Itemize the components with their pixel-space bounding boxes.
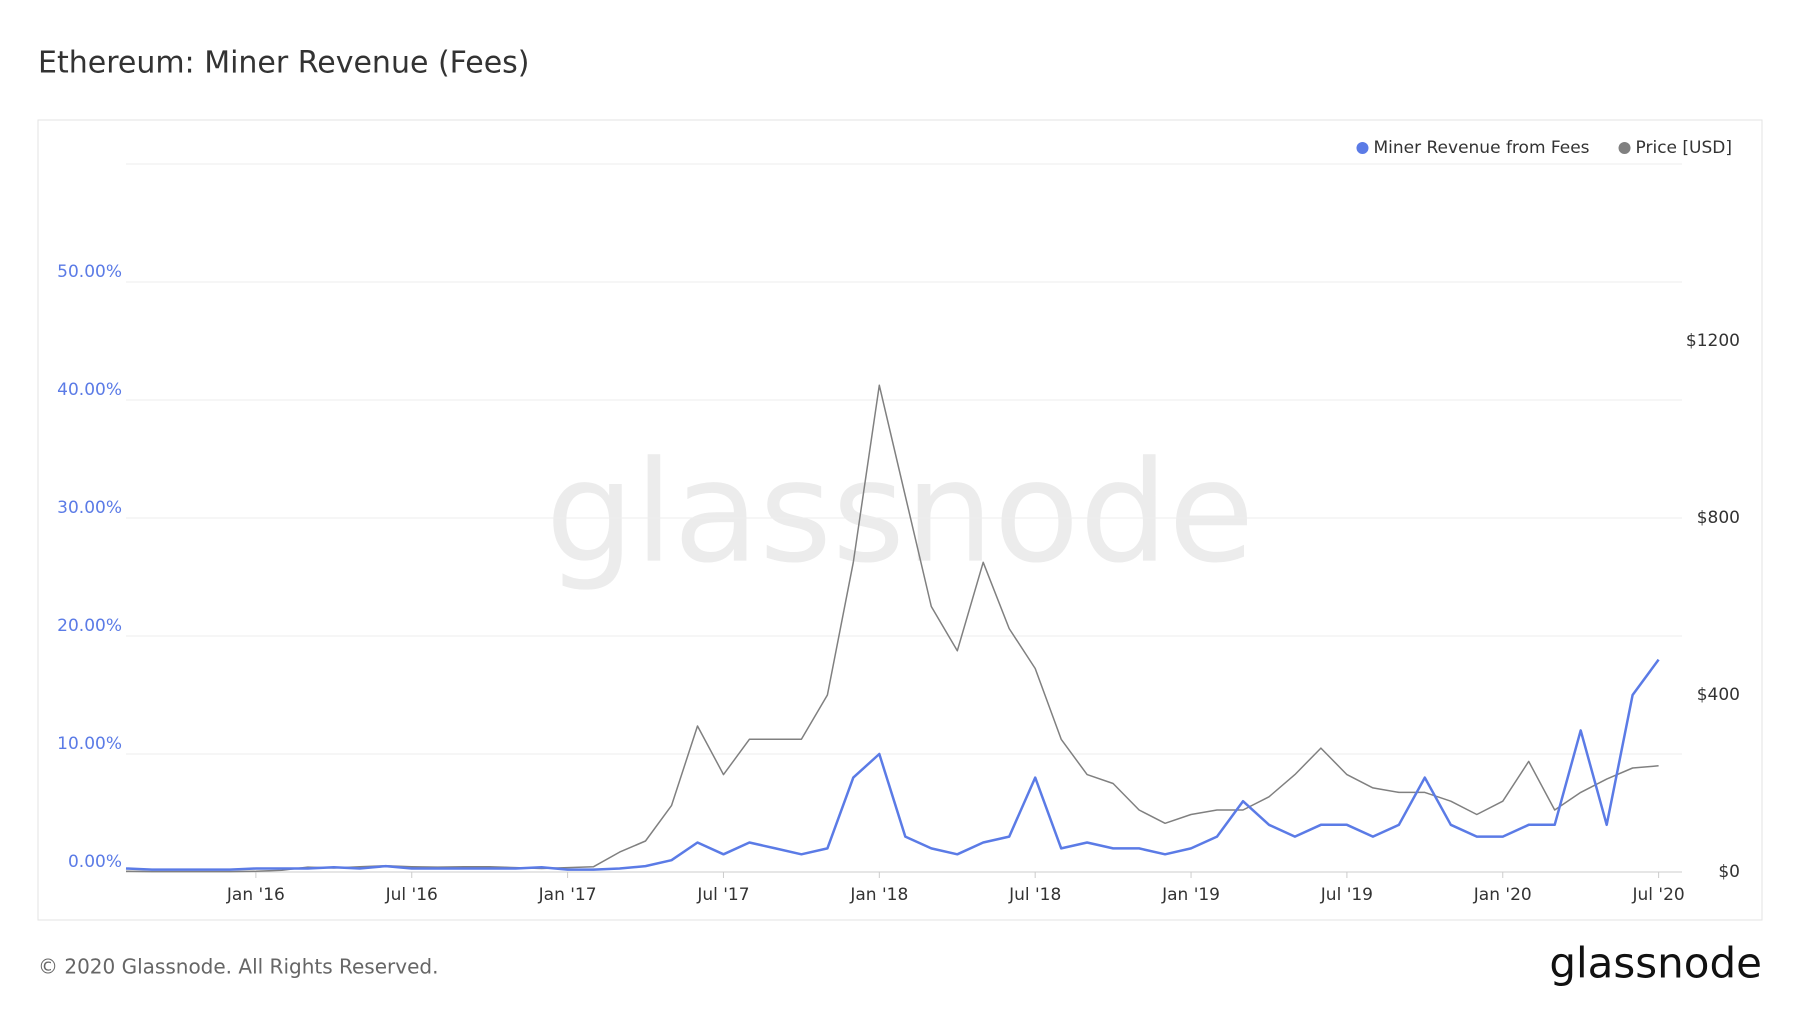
x-tick-label: Jan '16 (226, 885, 285, 905)
watermark: glassnode (546, 432, 1255, 595)
legend-label: Price [USD] (1636, 138, 1732, 158)
y2-tick-label: $1200 (1686, 331, 1740, 351)
y-tick-label: 0.00% (68, 852, 122, 872)
x-tick-label: Jul '18 (1008, 885, 1061, 905)
x-tick-label: Jan '17 (538, 885, 597, 905)
y-tick-label: 50.00% (57, 262, 122, 282)
chart-title: Ethereum: Miner Revenue (Fees) (38, 46, 530, 81)
y-tick-label: 40.00% (57, 380, 122, 400)
logo: glassnode (1549, 939, 1762, 988)
x-tick-label: Jan '20 (1473, 885, 1532, 905)
y2-tick-label: $0 (1718, 862, 1740, 882)
y-tick-label: 20.00% (57, 616, 122, 636)
legend-label: Miner Revenue from Fees (1373, 138, 1589, 158)
y2-tick-label: $800 (1697, 508, 1740, 528)
copyright: © 2020 Glassnode. All Rights Reserved. (38, 955, 438, 979)
x-tick-label: Jan '18 (849, 885, 908, 905)
series-line (125, 658, 1660, 871)
x-tick-label: Jul '17 (696, 885, 749, 905)
x-tick-label: Jul '16 (385, 885, 438, 905)
y-tick-label: 10.00% (57, 734, 122, 754)
x-tick-label: Jul '19 (1320, 885, 1373, 905)
x-tick-label: Jan '19 (1161, 885, 1220, 905)
y-tick-label: 30.00% (57, 498, 122, 518)
legend-marker (1618, 142, 1631, 154)
y2-tick-label: $400 (1697, 685, 1740, 705)
legend-marker (1356, 142, 1369, 154)
x-tick-label: Jul '20 (1632, 885, 1685, 905)
chart-frame (37, 119, 1763, 921)
